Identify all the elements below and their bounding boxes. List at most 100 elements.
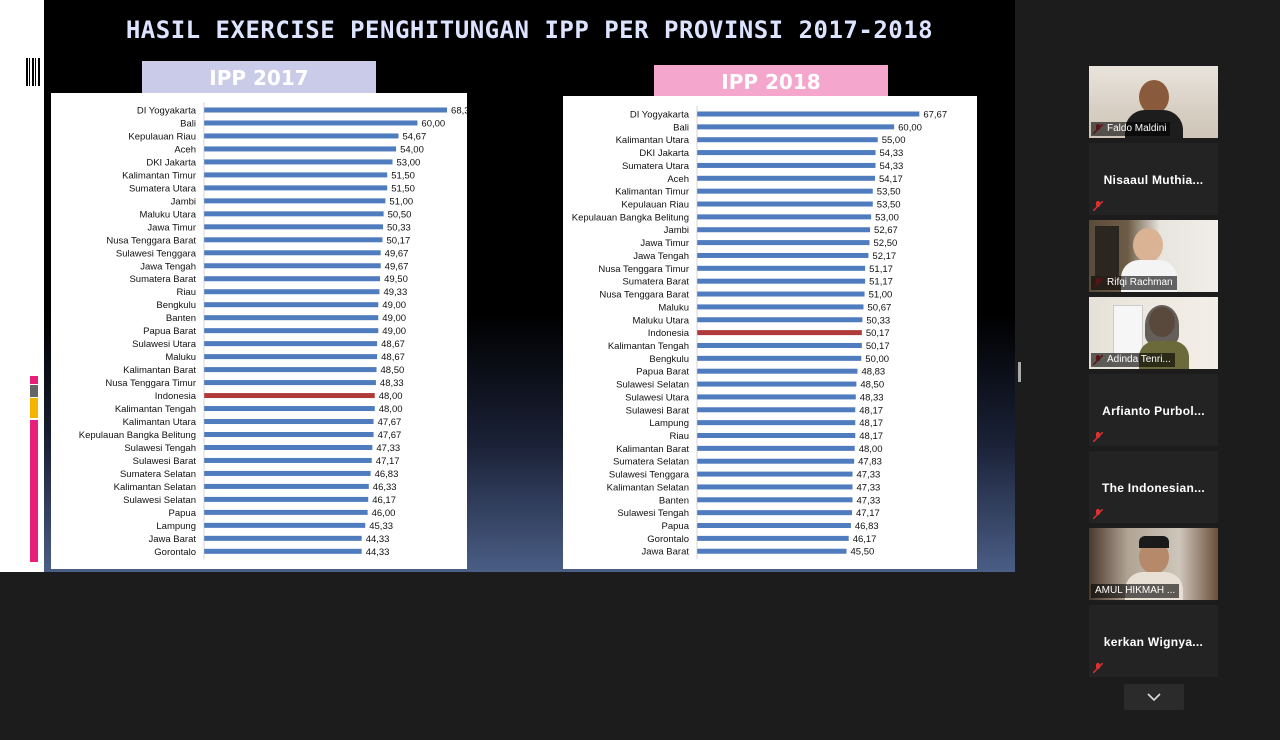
bar: [697, 420, 856, 426]
bar: [697, 291, 865, 297]
bar: [697, 484, 853, 490]
bar: [697, 188, 873, 194]
bar: [204, 198, 386, 204]
participants-scroll-down-button[interactable]: [1124, 684, 1184, 710]
bar: [204, 172, 388, 178]
value-label: 47,17: [856, 508, 880, 519]
bar: [697, 548, 847, 554]
category-label: Kalimantan Selatan: [607, 482, 689, 493]
bar: [204, 185, 388, 191]
category-label: Indonesia: [648, 328, 690, 339]
category-label: Bengkulu: [156, 300, 196, 311]
value-label: 52,50: [874, 238, 898, 249]
bar: [697, 445, 855, 451]
category-label: Nusa Tenggara Barat: [106, 235, 196, 246]
value-label: 49,00: [382, 300, 406, 311]
category-label: Kalimantan Utara: [123, 417, 197, 428]
bar: [697, 201, 873, 207]
value-label: 51,17: [869, 264, 893, 275]
value-label: 48,67: [381, 352, 405, 363]
participant-name: Nisaaul Muthia...: [1103, 173, 1204, 187]
category-label: Sumatera Selatan: [613, 457, 689, 468]
value-label: 48,50: [381, 365, 405, 376]
panel-resize-handle[interactable]: [1018, 362, 1021, 382]
bar: [204, 432, 374, 437]
category-label: Sumatera Barat: [129, 274, 196, 285]
participant-tile[interactable]: Nisaaul Muthia...: [1089, 143, 1218, 215]
bar: [204, 367, 377, 373]
value-label: 48,00: [859, 444, 883, 455]
participant-tile[interactable]: Adinda Tenri...: [1089, 297, 1218, 369]
participant-tile[interactable]: Arfianto Purbol...: [1089, 374, 1218, 446]
value-label: 45,33: [369, 521, 393, 532]
bar: [204, 483, 369, 489]
bar: [697, 265, 866, 271]
value-label: 53,50: [877, 187, 901, 198]
category-label: Papua Barat: [143, 326, 196, 337]
value-label: 50,17: [866, 341, 890, 352]
bar: [697, 175, 875, 181]
participant-tile[interactable]: Rifqi Rachman: [1089, 220, 1218, 292]
category-label: Kepulauan Riau: [621, 200, 689, 211]
value-label: 47,33: [376, 443, 400, 454]
bar: [204, 496, 369, 502]
accent-magenta: [30, 420, 38, 562]
category-label: Jawa Barat: [641, 547, 689, 558]
participant-name: Adinda Tenri...: [1091, 353, 1175, 367]
value-label: 47,17: [376, 456, 400, 467]
bar: [697, 433, 856, 438]
category-label: Jawa Barat: [148, 534, 196, 545]
accent-yellow: [30, 398, 38, 418]
bar: [204, 522, 366, 528]
category-label: Bali: [180, 118, 196, 129]
bar: [697, 304, 864, 310]
value-label: 50,50: [388, 209, 412, 220]
value-label: 51,50: [391, 170, 415, 181]
value-label: 52,17: [872, 251, 896, 262]
participant-tile-active-speaker[interactable]: AMUL HIKMAH ...: [1089, 528, 1218, 600]
shared-screen: HASIL EXERCISE PENGHITUNGAN IPP PER PROV…: [0, 0, 1015, 572]
participant-tile[interactable]: Faldo Maldini: [1089, 66, 1218, 138]
value-label: 48,00: [379, 404, 403, 415]
category-label: Bali: [673, 122, 689, 133]
bar: [204, 120, 418, 126]
bar-highlight: [697, 330, 862, 336]
category-label: DKI Jakarta: [639, 148, 689, 159]
bar: [697, 394, 856, 400]
category-label: Sulawesi Barat: [133, 456, 197, 467]
participant-tile[interactable]: kerkan Wignya...: [1089, 605, 1218, 677]
category-label: DKI Jakarta: [146, 157, 196, 168]
category-label: Bengkulu: [649, 354, 689, 365]
value-label: 51,00: [869, 290, 893, 301]
category-label: Riau: [669, 431, 689, 442]
bar: [697, 497, 853, 503]
category-label: Kalimantan Tengah: [115, 404, 196, 415]
bar: [697, 278, 866, 284]
bar: [204, 133, 399, 139]
bar: [204, 380, 376, 386]
value-label: 50,67: [867, 302, 891, 313]
category-label: Jambi: [664, 225, 689, 236]
category-label: Jawa Timur: [147, 222, 196, 233]
category-label: Sumatera Selatan: [120, 469, 196, 480]
bar-chart-2018: DI Yogyakarta 67,67 Bali 60,00 Kalimantan Ut…: [572, 106, 947, 560]
category-label: Jawa Tengah: [633, 251, 689, 262]
mic-muted-icon: [1093, 201, 1103, 211]
category-label: Sumatera Utara: [622, 161, 690, 172]
bar: [697, 535, 849, 541]
category-label: Nusa Tenggara Barat: [599, 290, 689, 301]
bar: [204, 237, 383, 243]
category-label: Sumatera Utara: [129, 183, 197, 194]
accent-pink: [30, 376, 38, 384]
value-label: 46,17: [853, 534, 877, 545]
category-label: Banten: [659, 495, 689, 506]
bar: [697, 355, 862, 361]
participant-name: kerkan Wignya...: [1103, 635, 1204, 649]
slide-title: HASIL EXERCISE PENGHITUNGAN IPP PER PROV…: [125, 16, 934, 44]
value-label: 60,00: [898, 122, 922, 133]
category-label: Kalimantan Timur: [122, 170, 196, 181]
participant-tile[interactable]: The Indonesian...: [1089, 451, 1218, 523]
category-label: Gorontalo: [154, 547, 196, 558]
category-label: Sulawesi Tenggara: [116, 248, 197, 259]
value-label: 68,33: [451, 106, 467, 117]
